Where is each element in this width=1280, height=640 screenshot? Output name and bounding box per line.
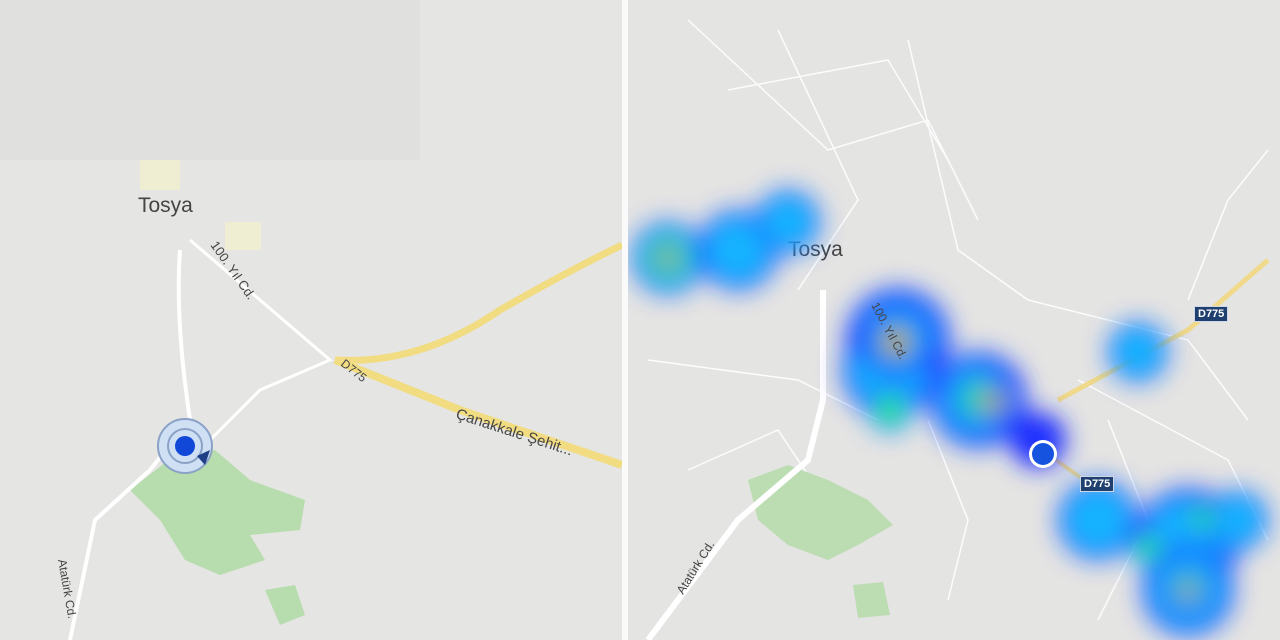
highway-d775-north — [334, 241, 622, 364]
park-area — [265, 585, 305, 625]
highway-d775 — [333, 356, 622, 469]
park-area — [853, 582, 890, 618]
left-map-canvas[interactable]: Tosya 100. Yıl Cd. D775 Çanakkale Şehit.… — [0, 0, 622, 640]
terrain-area — [0, 0, 420, 160]
route-shield-d775: D775 — [1080, 476, 1115, 492]
heatmap-blob — [1066, 488, 1130, 552]
heatmap-blob — [1214, 496, 1262, 544]
current-location-icon[interactable] — [1029, 440, 1057, 468]
right-map-panel[interactable]: Tosya Atatürk Cd. 100. Yıl Cd. D775 D775 — [628, 0, 1280, 640]
town-area — [225, 222, 261, 250]
town-area — [140, 160, 180, 190]
heatmap-blob — [762, 196, 814, 248]
heatmap-blob — [890, 336, 902, 348]
route-shield-d775: D775 — [1194, 306, 1229, 322]
panel-divider — [622, 0, 628, 640]
heatmap-blob — [1182, 586, 1194, 598]
heatmap-blob — [987, 396, 999, 408]
ataturk-road — [645, 290, 826, 640]
place-label-tosya: Tosya — [138, 194, 193, 217]
park-area — [130, 450, 305, 575]
heatmap-blob — [662, 252, 674, 264]
current-location-icon[interactable] — [157, 418, 213, 474]
heatmap-layer — [632, 190, 1268, 636]
heatmap-blob — [1114, 328, 1162, 376]
park-area — [748, 465, 893, 560]
right-heatmap-canvas[interactable]: Tosya Atatürk Cd. 100. Yıl Cd. — [628, 0, 1280, 640]
highway-d775 — [1056, 258, 1270, 403]
heatmap-blob — [706, 218, 770, 282]
left-map-panel[interactable]: Tosya 100. Yıl Cd. D775 Çanakkale Şehit.… — [0, 0, 622, 640]
heatmap-blob — [1137, 537, 1159, 559]
heatmap-blob — [876, 396, 904, 424]
local-road — [189, 238, 333, 442]
heatmap-blob — [1193, 508, 1213, 528]
